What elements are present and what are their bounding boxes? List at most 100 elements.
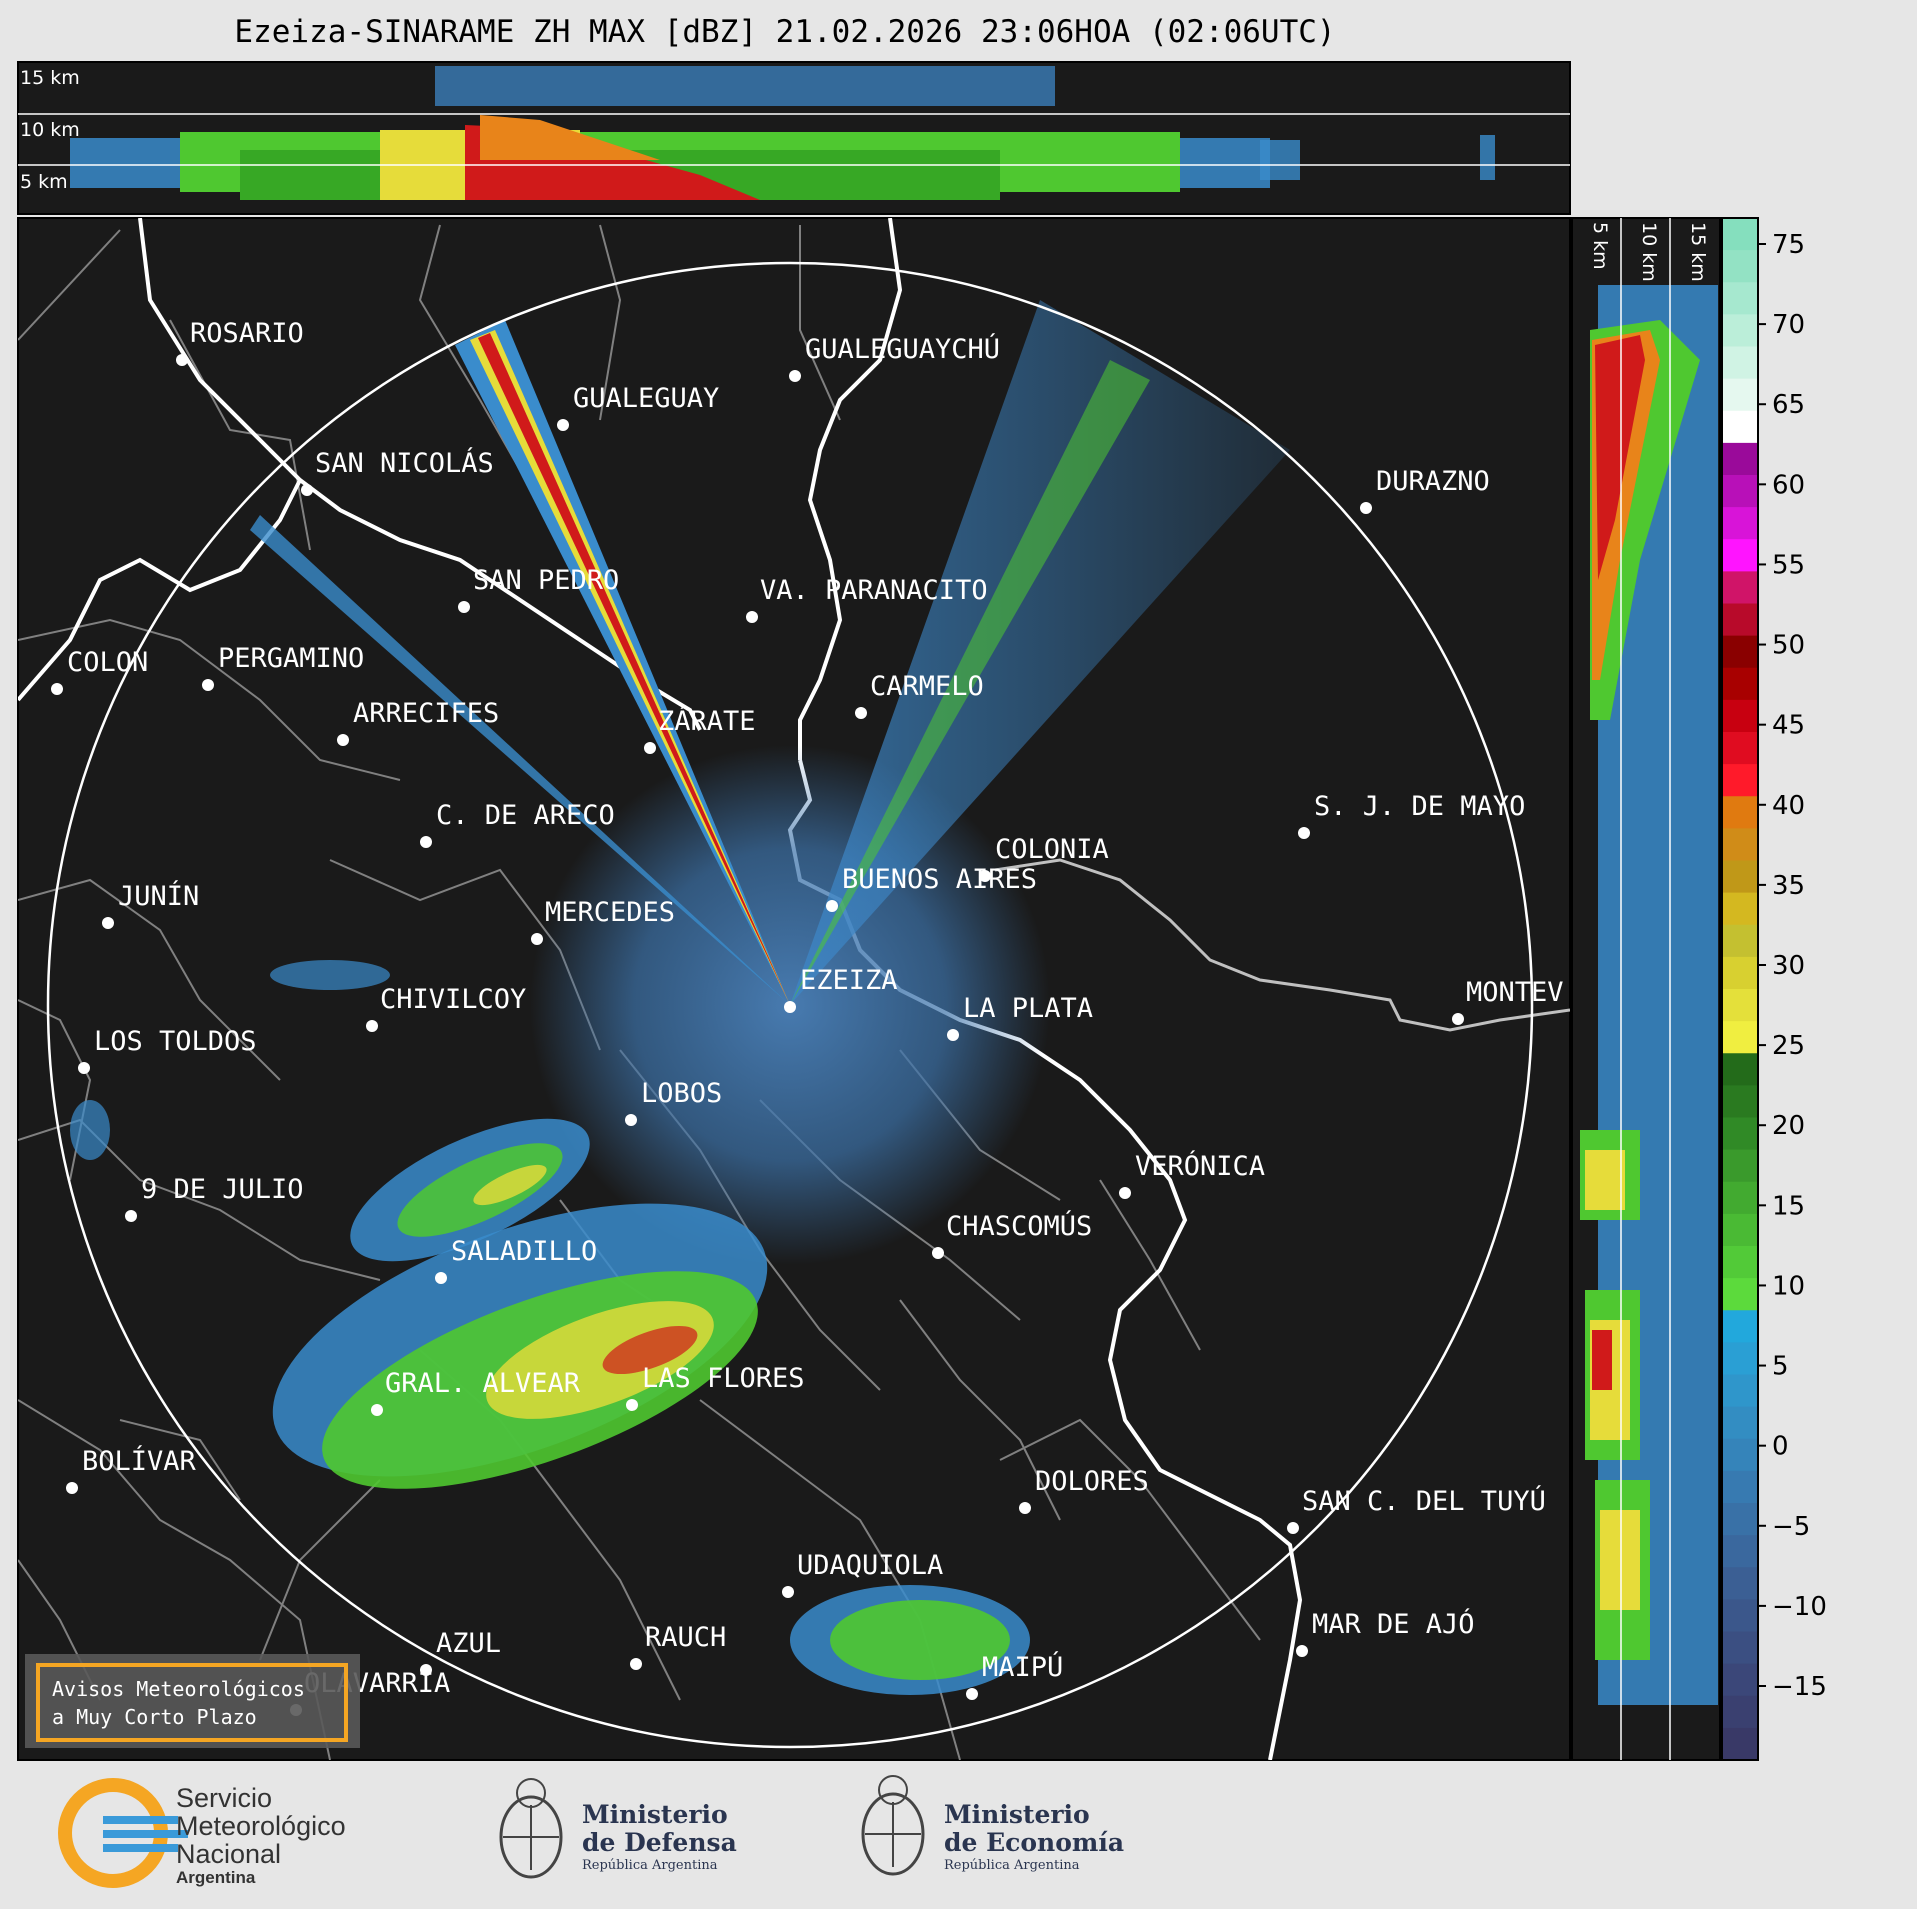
- city-lobos: LOBOS: [625, 1078, 722, 1126]
- city-dot-icon: [855, 707, 867, 719]
- top-label-15km: 15 km: [20, 67, 80, 89]
- colorbar-band: [1722, 539, 1758, 572]
- colorbar-tick-label: 60: [1772, 470, 1805, 500]
- city-label: UDAQUIOLA: [797, 1550, 943, 1581]
- city-label: SALADILLO: [451, 1236, 597, 1267]
- city-va-paranacito: VA. PARANACITO: [746, 575, 988, 623]
- city-dot-icon: [66, 1482, 78, 1494]
- southwest-precip-area: [272, 1118, 768, 1489]
- map-title: Ezeiza-SINARAME ZH MAX [dBZ] 21.02.2026 …: [234, 14, 1336, 50]
- colorbar-band: [1722, 796, 1758, 829]
- city-arrecifes: ARRECIFES: [337, 698, 499, 746]
- defensa-line3: República Argentina: [582, 1858, 718, 1873]
- colorbar-tick-label: 40: [1772, 791, 1805, 821]
- colorbar-tick-label: 15: [1772, 1191, 1805, 1221]
- warning-line1: Avisos Meteorológicos: [52, 1677, 305, 1701]
- city-verónica: VERÓNICA: [1119, 1150, 1265, 1199]
- city-label: 9 DE JULIO: [141, 1174, 304, 1205]
- city-label: C. DE ARECO: [436, 800, 615, 831]
- colorbar-band: [1722, 1406, 1758, 1440]
- smn-line4: Argentina: [176, 1868, 256, 1887]
- city-dot-icon: [626, 1399, 638, 1411]
- city-colonia: COLONIA: [979, 834, 1109, 882]
- city-dot-icon: [966, 1688, 978, 1700]
- city-label: GUALEGUAYCHÚ: [805, 333, 1000, 365]
- top-cross-section-panel: 15 km 10 km 5 km: [17, 61, 1571, 215]
- city-label: BUENOS AIRES: [842, 864, 1037, 895]
- colorbar-band: [1722, 989, 1758, 1022]
- colorbar-tick-label: 70: [1772, 310, 1805, 340]
- economia-line1: Ministerio: [944, 1800, 1090, 1829]
- defensa-line2: de Defensa: [582, 1828, 737, 1857]
- city-dot-icon: [1019, 1502, 1031, 1514]
- city-label: JUNÍN: [118, 880, 199, 912]
- city-dot-icon: [202, 679, 214, 691]
- colorbar-band: [1722, 1117, 1758, 1151]
- colorbar-band: [1722, 1181, 1758, 1215]
- economia-line2: de Economía: [944, 1828, 1125, 1857]
- city-dot-icon: [1287, 1522, 1299, 1534]
- city-udaquiola: UDAQUIOLA: [782, 1550, 943, 1598]
- city-label: LA PLATA: [963, 993, 1093, 1024]
- city-dot-icon: [1452, 1013, 1464, 1025]
- colorbar-band: [1722, 314, 1758, 347]
- colorbar-band: [1722, 1374, 1758, 1408]
- defensa-line1: Ministerio: [582, 1800, 728, 1829]
- city-dot-icon: [176, 354, 188, 366]
- city-chascomús: CHASCOMÚS: [932, 1210, 1092, 1259]
- city-label: CARMELO: [870, 671, 984, 702]
- colorbar-band: [1722, 1149, 1758, 1183]
- economia-line3: República Argentina: [944, 1858, 1080, 1873]
- side-label-15km: 15 km: [1687, 222, 1709, 282]
- city-label: BOLÍVAR: [82, 1445, 197, 1477]
- colorbar-band: [1722, 1567, 1758, 1600]
- city-dot-icon: [932, 1247, 944, 1259]
- city-carmelo: CARMELO: [855, 671, 984, 719]
- city-label: COLON: [67, 647, 148, 678]
- colorbar-band: [1722, 1278, 1758, 1311]
- colorbar-tick-label: 35: [1772, 871, 1805, 901]
- colorbar-tick-label: 25: [1772, 1031, 1805, 1061]
- city-dot-icon: [826, 900, 838, 912]
- colorbar-band: [1722, 507, 1758, 540]
- defensa-emblem-icon: [495, 1775, 567, 1897]
- city-las-flores: LAS FLORES: [626, 1363, 805, 1411]
- warning-box[interactable]: Avisos Meteorológicos a Muy Corto Plazo: [25, 1654, 360, 1748]
- city-dot-icon: [531, 933, 543, 945]
- radar-map-panel: ROSARIO GUALEGUAYCHÚ GUALEGUAY SAN NICOLÁS D…: [17, 217, 1571, 1761]
- colorbar-tick-label: 50: [1772, 631, 1805, 661]
- colorbar-tick-label: 30: [1772, 951, 1805, 981]
- south-precip-area: [790, 1585, 1030, 1695]
- city-san-nicolás: SAN NICOLÁS: [301, 447, 494, 496]
- city-dot-icon: [746, 611, 758, 623]
- city-dot-icon: [1296, 1645, 1308, 1657]
- city-dot-icon: [366, 1020, 378, 1032]
- side-echo-profile: [1580, 285, 1718, 1705]
- colorbar-band: [1722, 1503, 1758, 1536]
- city-label: ZÁRATE: [658, 705, 756, 737]
- city-los-toldos: LOS TOLDOS: [78, 1026, 257, 1074]
- city-dot-icon: [630, 1658, 642, 1670]
- colorbar-band: [1722, 1535, 1758, 1568]
- city-dot-icon: [435, 1272, 447, 1284]
- colorbar-tick-label: 75: [1772, 230, 1805, 260]
- city-dot-icon: [458, 601, 470, 613]
- city-ezeiza: EZEIZA: [784, 965, 898, 1013]
- colorbar-band: [1722, 828, 1758, 861]
- city-label: RAUCH: [645, 1622, 726, 1653]
- city-bolívar: BOLÍVAR: [66, 1445, 197, 1494]
- city-c-de-areco: C. DE ARECO: [420, 800, 615, 848]
- smn-logo[interactable]: [58, 1778, 378, 1892]
- city-gualeguaychú: GUALEGUAYCHÚ: [789, 333, 1000, 382]
- colorbar-band: [1722, 1085, 1758, 1118]
- top-echo-profile: [70, 66, 1495, 200]
- city-dolores: DOLORES: [1019, 1466, 1149, 1514]
- city-dot-icon: [125, 1210, 137, 1222]
- city-label: ARRECIFES: [353, 698, 499, 729]
- city-dot-icon: [371, 1404, 383, 1416]
- colorbar-tick-label: 65: [1772, 390, 1805, 420]
- city-dot-icon: [420, 1664, 432, 1676]
- city-dot-icon: [979, 870, 991, 882]
- economia-emblem-icon: [857, 1772, 929, 1894]
